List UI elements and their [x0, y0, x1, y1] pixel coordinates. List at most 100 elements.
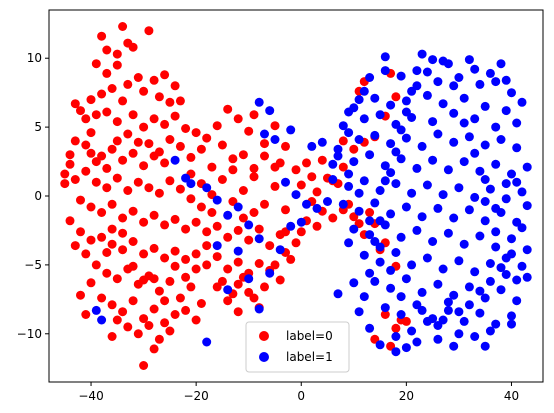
- point-label-1-91: [522, 245, 532, 255]
- point-label-0-14: [118, 96, 128, 106]
- point-label-1-160: [244, 274, 254, 284]
- point-label-0-212: [144, 139, 154, 149]
- point-label-1-56: [344, 181, 354, 191]
- point-label-0-221: [139, 275, 149, 285]
- point-label-0-136: [149, 304, 159, 314]
- point-label-0-28: [181, 124, 191, 133]
- point-label-1-144: [254, 97, 264, 107]
- y-tick-label: 5: [34, 120, 42, 134]
- point-label-1-218: [438, 315, 448, 325]
- point-label-1-184: [454, 307, 464, 317]
- point-label-1-202: [401, 107, 411, 117]
- point-label-1-161: [233, 246, 243, 256]
- point-label-1-11: [507, 88, 516, 98]
- data-points: [60, 22, 532, 370]
- point-label-0-87: [149, 210, 159, 220]
- point-label-0-222: [149, 274, 159, 284]
- point-label-0-149: [191, 315, 201, 325]
- point-label-0-226: [191, 264, 201, 274]
- point-label-1-137: [202, 183, 212, 193]
- point-label-1-170: [470, 64, 480, 74]
- point-label-1-190: [391, 347, 401, 357]
- point-label-0-86: [139, 217, 149, 227]
- point-label-0-203: [76, 227, 85, 237]
- point-label-1-204: [412, 66, 422, 76]
- point-label-1-36: [433, 129, 443, 139]
- point-label-0-243: [312, 187, 322, 197]
- point-label-1-225: [344, 169, 354, 179]
- point-label-0-189: [217, 140, 227, 150]
- point-label-1-124: [433, 334, 443, 344]
- point-label-0-238: [270, 162, 280, 172]
- legend-label-1: label=1: [286, 350, 333, 364]
- point-label-1-122: [391, 332, 401, 341]
- point-label-0-127: [165, 276, 175, 286]
- point-label-1-223: [365, 216, 375, 226]
- point-label-1-200: [391, 147, 401, 157]
- point-label-0-18: [76, 106, 85, 116]
- point-label-1-49: [443, 165, 453, 175]
- point-label-1-142: [254, 234, 264, 244]
- point-label-1-222: [375, 242, 385, 252]
- point-label-1-7: [433, 77, 443, 87]
- point-label-1-195: [365, 268, 375, 278]
- point-label-1-153: [328, 159, 338, 169]
- point-label-0-230: [233, 279, 243, 289]
- point-label-1-107: [433, 279, 443, 289]
- point-label-0-208: [170, 81, 180, 91]
- point-label-1-158: [275, 245, 285, 255]
- point-label-1-121: [507, 311, 516, 321]
- point-label-1-219: [417, 305, 427, 315]
- point-label-0-200: [65, 150, 75, 160]
- point-label-0-121: [102, 268, 112, 278]
- point-label-0-112: [202, 260, 212, 270]
- point-label-0-33: [233, 114, 243, 124]
- point-label-0-12: [86, 95, 96, 105]
- point-label-1-67: [517, 187, 527, 197]
- point-label-1-61: [422, 180, 432, 190]
- point-label-1-126: [480, 341, 490, 351]
- point-label-1-22: [375, 110, 385, 120]
- point-label-0-56: [112, 173, 122, 183]
- point-label-1-168: [422, 67, 432, 77]
- point-label-0-60: [154, 188, 164, 198]
- point-label-0-93: [212, 221, 222, 231]
- point-label-0-192: [249, 163, 259, 173]
- point-label-0-90: [181, 224, 191, 234]
- point-label-0-27: [170, 111, 180, 121]
- x-axis: −40 −20 0 20 40: [78, 382, 519, 403]
- point-label-0-83: [107, 199, 117, 209]
- point-label-1-205: [428, 55, 438, 65]
- point-label-0-240: [286, 254, 296, 264]
- point-label-0-233: [207, 208, 217, 217]
- x-tick-label: −40: [78, 389, 103, 403]
- point-label-0-129: [186, 282, 196, 292]
- point-label-0-62: [175, 184, 185, 194]
- legend-label-0: label=0: [286, 329, 333, 343]
- x-tick-label: 0: [297, 389, 305, 403]
- point-label-1-103: [370, 276, 380, 286]
- point-label-1-57: [359, 176, 369, 186]
- point-label-1-220: [396, 292, 406, 302]
- point-label-0-178: [338, 136, 348, 146]
- point-label-0-186: [186, 152, 196, 162]
- point-label-0-9: [107, 84, 117, 93]
- point-label-1-101: [501, 270, 511, 279]
- point-label-1-123: [407, 326, 417, 336]
- point-label-0-210: [165, 135, 175, 144]
- point-label-1-149: [291, 190, 301, 200]
- y-tick-label: 10: [27, 51, 42, 65]
- point-label-1-180: [496, 263, 506, 273]
- point-label-1-156: [296, 217, 306, 227]
- point-label-1-51: [475, 166, 485, 176]
- point-label-0-126: [154, 286, 164, 296]
- point-label-1-185: [443, 297, 453, 307]
- point-label-1-100: [485, 259, 495, 268]
- point-label-0-139: [112, 315, 122, 325]
- point-label-0-68: [238, 186, 248, 195]
- point-label-0-234: [228, 165, 238, 175]
- point-label-1-15: [422, 90, 432, 100]
- point-label-0-191: [238, 150, 248, 160]
- point-label-0-40: [70, 136, 80, 146]
- point-label-1-27: [470, 114, 480, 124]
